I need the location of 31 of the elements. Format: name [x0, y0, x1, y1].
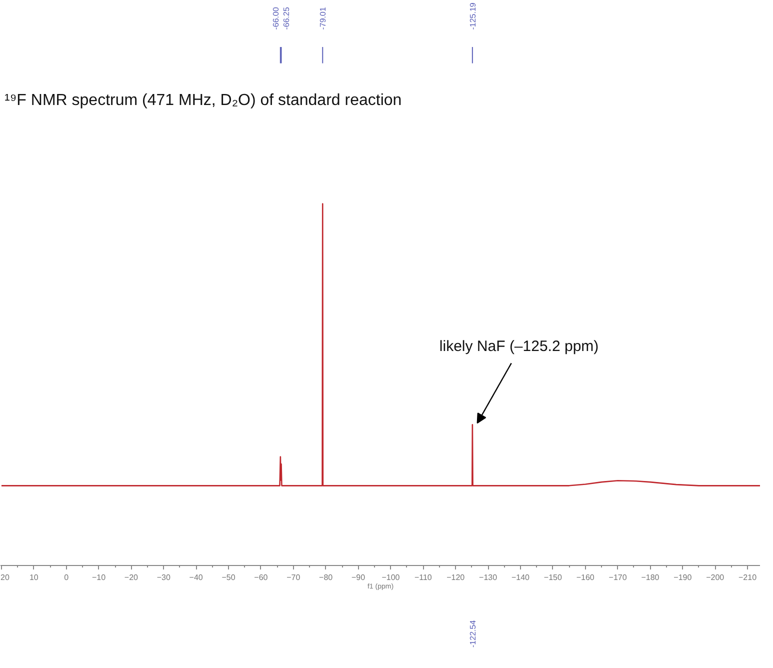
x-tick-label: −40 [189, 573, 204, 582]
x-tick-label: −150 [544, 573, 562, 582]
chart-title: ¹⁹F NMR spectrum (471 MHz, D₂O) of standard reaction [4, 92, 402, 110]
x-tick-label: 10 [29, 573, 39, 582]
text: -66.00 [271, 6, 280, 30]
x-tick-label: −170 [608, 573, 628, 582]
x-tick-label: −210 [738, 573, 758, 582]
text: -66.25 [282, 6, 292, 30]
x-tick-label: −30 [156, 573, 171, 582]
x-tick-label: −80 [319, 573, 334, 582]
x-tick-label: −100 [382, 573, 400, 582]
x-tick-label: 20 [0, 573, 10, 582]
x-tick-label: −160 [576, 573, 595, 582]
x-tick-label: 0 [64, 573, 70, 582]
x-tick-label: −190 [674, 573, 692, 582]
x-tick-label: −20 [124, 573, 139, 582]
annotation: likely NaF (–125.2 ppm) [439, 338, 599, 356]
x-tick-label: −110 [414, 573, 432, 582]
x-tick-label: −90 [351, 573, 366, 582]
text: -79.01 [318, 6, 328, 30]
x-tick-label: −50 [222, 573, 236, 582]
text: -122.54 [468, 620, 478, 648]
text: -125.19 [468, 2, 478, 30]
x-tick-label: −140 [511, 573, 530, 582]
x-tick-label: −130 [479, 573, 498, 582]
x-tick-label: −10 [92, 573, 106, 582]
x-tick-label: −70 [286, 573, 301, 582]
x-tick-label: −180 [641, 573, 660, 582]
x-tick-label: −200 [706, 573, 725, 582]
x-tick-label: −60 [254, 573, 268, 582]
x-tick-label: −120 [446, 573, 466, 582]
